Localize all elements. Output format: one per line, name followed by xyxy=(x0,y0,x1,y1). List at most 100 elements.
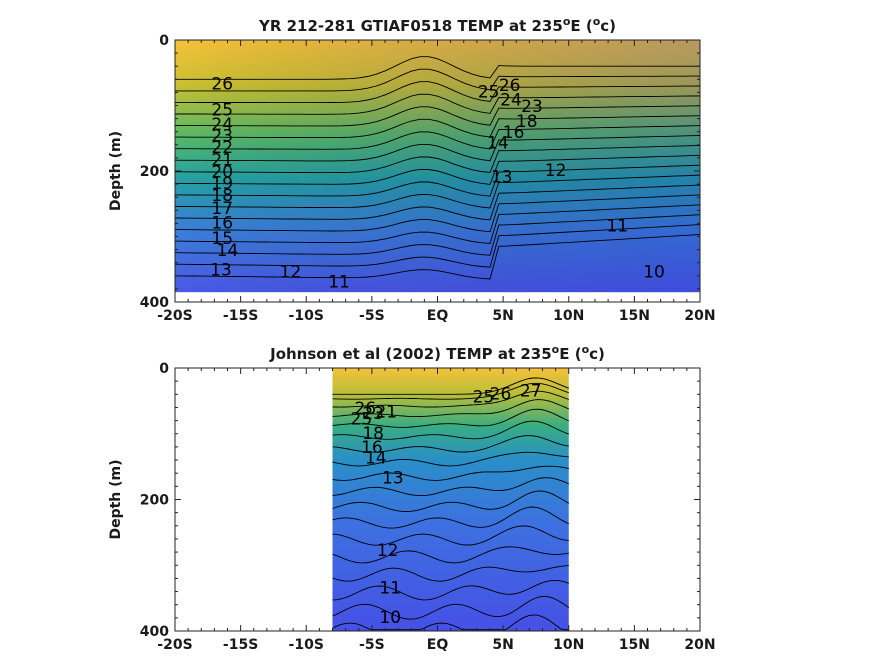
chart-title: Johnson et al (2002) TEMP at 235oE (oc) xyxy=(269,343,605,363)
contour-label: 20 xyxy=(211,162,233,182)
contour-label: 26 xyxy=(211,75,233,95)
contour-line xyxy=(332,595,570,620)
contour-label: 19 xyxy=(211,174,233,194)
y-tick-label: 400 xyxy=(140,624,169,640)
contour-line xyxy=(332,451,569,467)
y-tick-label: 0 xyxy=(159,361,169,377)
contour-label: 21 xyxy=(375,403,397,423)
contour-label: 16 xyxy=(211,213,233,233)
contour-lines xyxy=(174,56,701,280)
contour-label: 26 xyxy=(490,384,512,404)
contour-line xyxy=(175,144,701,174)
contour-line xyxy=(332,382,569,400)
contour-label: 11 xyxy=(606,217,628,237)
contour-label: 22 xyxy=(211,138,233,158)
chart-title: YR 212-281 GTIAF0518 TEMP at 235oE (oc) xyxy=(258,15,616,35)
contour-line xyxy=(332,377,569,395)
contour-label: 10 xyxy=(379,608,401,628)
contour-line xyxy=(174,135,701,162)
y-axis-label: Depth (m) xyxy=(108,131,124,211)
x-tick-label: -10S xyxy=(289,308,324,324)
x-tick-label: -5S xyxy=(359,637,385,653)
contour-line xyxy=(175,125,701,150)
contour-line xyxy=(174,204,701,244)
x-tick-label: -15S xyxy=(223,637,258,653)
contour-label: 12 xyxy=(280,263,302,283)
contour-line xyxy=(174,214,701,256)
contour-label: 16 xyxy=(503,123,525,143)
contour-label: 14 xyxy=(487,133,509,153)
x-tick-label: 15N xyxy=(619,308,650,324)
contour-label: 26 xyxy=(354,399,376,419)
contour-lines xyxy=(332,377,570,631)
x-tick-label: -5S xyxy=(359,308,385,324)
contour-label: 24 xyxy=(211,115,233,135)
contour-line xyxy=(332,525,569,546)
contour-line xyxy=(175,56,700,80)
x-tick-label: 5N xyxy=(492,637,513,653)
contour-line xyxy=(332,399,569,418)
contour-label: 12 xyxy=(377,541,399,561)
contour-label: 13 xyxy=(491,168,513,188)
contour-line xyxy=(175,81,701,104)
y-tick-label: 200 xyxy=(140,164,169,180)
contour-label: 14 xyxy=(217,241,239,261)
contour-label: 21 xyxy=(211,151,233,171)
contour-label: 25 xyxy=(351,409,373,429)
contour-line xyxy=(332,477,569,497)
contour-line xyxy=(332,435,569,453)
contour-label: 16 xyxy=(361,438,383,458)
contour-line xyxy=(175,164,701,197)
y-tick-label: 400 xyxy=(140,295,169,311)
contour-line xyxy=(332,390,569,408)
y-tick-label: 200 xyxy=(140,493,169,509)
contour-label: 10 xyxy=(643,263,665,283)
contour-line xyxy=(332,490,570,512)
contour-label: 27 xyxy=(520,382,542,402)
contour-label: 23 xyxy=(521,97,543,117)
contour-line xyxy=(332,408,569,428)
temperature-field-shading xyxy=(175,40,700,293)
contour-line xyxy=(332,465,569,481)
x-tick-label: -10S xyxy=(289,637,324,653)
contour-line xyxy=(174,154,701,185)
contour-label: 18 xyxy=(516,112,538,132)
contour-label: 18 xyxy=(211,186,233,206)
contour-label: 14 xyxy=(365,449,387,469)
x-tick-label: 10N xyxy=(553,637,584,653)
contour-line xyxy=(174,224,701,268)
contour-label: 26 xyxy=(499,76,521,96)
contour-line xyxy=(175,93,701,115)
x-tick-label: -20S xyxy=(157,308,192,324)
contour-line xyxy=(332,565,569,582)
contour-line xyxy=(175,115,701,139)
x-tick-label: EQ xyxy=(427,637,449,653)
contour-line xyxy=(332,420,569,440)
contour-label: 13 xyxy=(210,261,232,281)
contour-label: 11 xyxy=(379,578,401,598)
x-tick-label: 20N xyxy=(684,308,715,324)
y-axis-label: Depth (m) xyxy=(108,459,124,539)
contour-label: 24 xyxy=(500,90,522,110)
x-tick-label: -20S xyxy=(157,637,192,653)
contour-label: 11 xyxy=(328,272,350,292)
contour-label: 23 xyxy=(362,404,384,424)
x-tick-label: 20N xyxy=(684,637,715,653)
contour-label: 25 xyxy=(478,82,500,102)
x-tick-label: -15S xyxy=(223,308,258,324)
contour-label: 15 xyxy=(211,229,233,249)
contour-line xyxy=(174,174,701,209)
x-tick-label: 15N xyxy=(619,637,650,653)
contour-label: 25 xyxy=(211,101,233,121)
contour-line xyxy=(175,194,701,233)
contour-line xyxy=(174,105,701,127)
contour-label: 23 xyxy=(211,126,233,146)
contour-line xyxy=(174,234,701,280)
contour-label: 12 xyxy=(545,161,567,181)
contour-line xyxy=(332,579,569,601)
x-tick-label: 5N xyxy=(492,308,513,324)
contour-line xyxy=(174,184,701,221)
x-tick-label: 10N xyxy=(553,308,584,324)
